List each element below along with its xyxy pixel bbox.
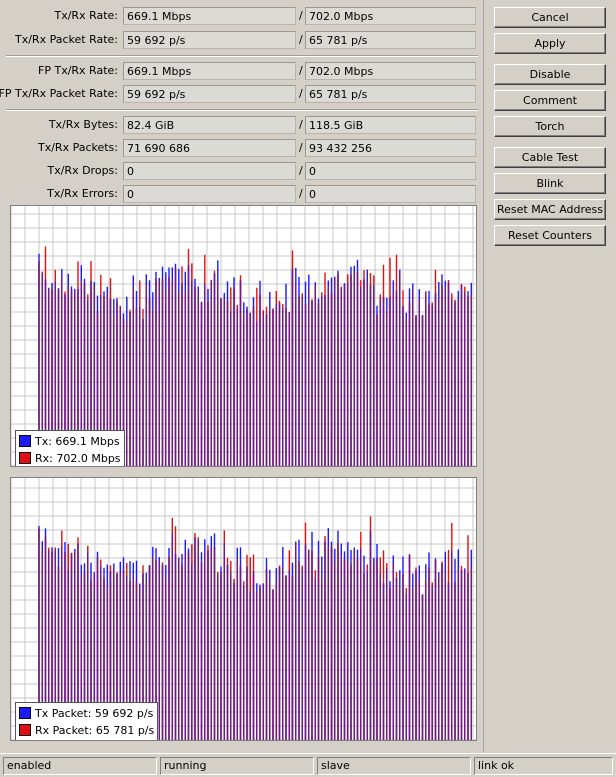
tx-swatch [19,435,31,447]
reset-counters-button[interactable]: Reset Counters [494,225,606,246]
legend-rx-packet-label: Rx Packet: 65 781 p/s [35,724,155,737]
group-divider [6,109,478,111]
tx-rate-field[interactable]: 669.1 Mbps [123,7,296,25]
stat-row-packets: Tx/Rx Packets: 71 690 686 / 93 432 256 [0,139,484,157]
stat-row-errors: Tx/Rx Errors: 0 / 0 [0,185,484,203]
separator: / [299,87,303,100]
separator: / [299,64,303,77]
rx-swatch [19,724,31,736]
tx-errors-field[interactable]: 0 [123,185,296,203]
stat-label: Tx/Rx Packets: [37,141,118,154]
group-divider [6,55,478,57]
tx-drops-field[interactable]: 0 [123,162,296,180]
separator: / [299,164,303,177]
status-slave: slave [317,757,471,775]
stat-label: Tx/Rx Errors: [47,187,118,200]
rate-graph-canvas [11,206,476,466]
status-bar: enabled running slave link ok [0,753,616,777]
interface-traffic-panel: Tx/Rx Rate: 669.1 Mbps / 702.0 Mbps Tx/R… [0,0,484,752]
status-running: running [160,757,314,775]
tx-packet-rate-field[interactable]: 59 692 p/s [123,31,296,49]
stat-row-bytes: Tx/Rx Bytes: 82.4 GiB / 118.5 GiB [0,116,484,134]
apply-button[interactable]: Apply [494,33,606,54]
legend-rx: Rx: 702.0 Mbps [19,450,121,466]
comment-button[interactable]: Comment [494,90,606,111]
rx-errors-field[interactable]: 0 [305,185,476,203]
packet-graph-legend: Tx Packet: 59 692 p/s Rx Packet: 65 781 … [15,702,159,740]
cable-test-button[interactable]: Cable Test [494,147,606,168]
legend-tx-packet: Tx Packet: 59 692 p/s [19,705,154,722]
blink-button[interactable]: Blink [494,173,606,194]
separator: / [299,118,303,131]
legend-rx-label: Rx: 702.0 Mbps [35,452,121,465]
separator: / [299,33,303,46]
reset-mac-address-button[interactable]: Reset MAC Address [494,199,606,220]
separator: / [299,141,303,154]
stat-row-drops: Tx/Rx Drops: 0 / 0 [0,162,484,180]
stat-label: FP Tx/Rx Rate: [38,64,118,77]
legend-tx: Tx: 669.1 Mbps [19,433,121,450]
stat-label: Tx/Rx Bytes: [48,118,118,131]
disable-button[interactable]: Disable [494,64,606,85]
tx-bytes-field[interactable]: 82.4 GiB [123,116,296,134]
packet-graph-canvas [11,478,476,740]
packet-rate-graph: Tx Packet: 59 692 p/s Rx Packet: 65 781 … [10,477,477,741]
torch-button[interactable]: Torch [494,116,606,137]
legend-tx-label: Tx: 669.1 Mbps [35,435,120,448]
legend-tx-packet-label: Tx Packet: 59 692 p/s [35,707,154,720]
separator: / [299,9,303,22]
legend-rx-packet: Rx Packet: 65 781 p/s [19,722,154,739]
rx-packets-field[interactable]: 93 432 256 [305,139,476,157]
fp-rx-rate-field[interactable]: 702.0 Mbps [305,62,476,80]
traffic-rate-graph: Tx: 669.1 Mbps Rx: 702.0 Mbps [10,205,477,467]
stat-row-fp-rate: FP Tx/Rx Rate: 669.1 Mbps / 702.0 Mbps [0,62,484,80]
rx-packet-rate-field[interactable]: 65 781 p/s [305,31,476,49]
cancel-button[interactable]: Cancel [494,7,606,28]
fp-tx-packet-rate-field[interactable]: 59 692 p/s [123,85,296,103]
rate-graph-legend: Tx: 669.1 Mbps Rx: 702.0 Mbps [15,430,125,466]
fp-rx-packet-rate-field[interactable]: 65 781 p/s [305,85,476,103]
status-link: link ok [474,757,613,775]
stat-row-packet-rate: Tx/Rx Packet Rate: 59 692 p/s / 65 781 p… [0,31,484,49]
stat-label: FP Tx/Rx Packet Rate: [0,87,118,100]
stat-label: Tx/Rx Drops: [47,164,119,177]
separator: / [299,187,303,200]
stat-label: Tx/Rx Packet Rate: [15,33,118,46]
tx-swatch [19,707,31,719]
status-enabled: enabled [3,757,157,775]
rx-swatch [19,452,31,464]
rx-bytes-field[interactable]: 118.5 GiB [305,116,476,134]
stat-row-fp-packet-rate: FP Tx/Rx Packet Rate: 59 692 p/s / 65 78… [0,85,484,103]
fp-tx-rate-field[interactable]: 669.1 Mbps [123,62,296,80]
rx-drops-field[interactable]: 0 [305,162,476,180]
tx-packets-field[interactable]: 71 690 686 [123,139,296,157]
stat-label: Tx/Rx Rate: [54,9,118,22]
rx-rate-field[interactable]: 702.0 Mbps [305,7,476,25]
stat-row-rate: Tx/Rx Rate: 669.1 Mbps / 702.0 Mbps [0,7,484,25]
